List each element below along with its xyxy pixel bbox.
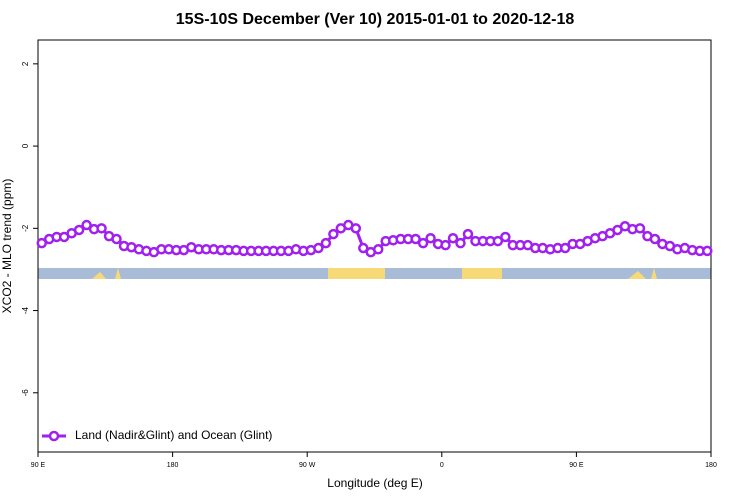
- y-tick-label: 2: [21, 61, 30, 66]
- y-axis-label: XCO2 - MLO trend (ppm): [0, 179, 14, 314]
- data-point: [36, 237, 47, 249]
- data-point: [447, 232, 459, 244]
- y-tick-label: -2: [21, 224, 30, 232]
- legend-marker: [48, 430, 60, 442]
- y-tick-label: -6: [21, 389, 30, 397]
- data-point: [425, 232, 436, 244]
- data-point: [372, 244, 384, 255]
- data-point: [649, 233, 661, 245]
- data-point: [358, 242, 369, 254]
- data-point: [313, 242, 324, 254]
- data-point: [410, 233, 421, 245]
- land-bump: [651, 268, 657, 279]
- data-point: [455, 237, 466, 249]
- data-point: [73, 224, 85, 236]
- x-tick-label: 90 E: [31, 462, 46, 469]
- data-point: [81, 219, 92, 231]
- data-point: [320, 237, 332, 249]
- x-tick-label: 90 W: [299, 462, 316, 469]
- data-point: [559, 242, 571, 254]
- y-tick-label: -4: [21, 306, 30, 314]
- x-tick-label: 0: [440, 462, 444, 469]
- data-point: [500, 231, 511, 243]
- data-point: [350, 223, 362, 234]
- land-band: [328, 268, 385, 279]
- data-point: [702, 245, 713, 257]
- x-tick-label: 180: [705, 462, 717, 469]
- data-point: [96, 223, 107, 234]
- land-bump: [628, 271, 646, 279]
- data-point: [492, 235, 504, 247]
- land-bump: [115, 268, 121, 279]
- data-point: [417, 237, 429, 249]
- land-ocean-band: [38, 268, 711, 279]
- x-tick-label: 180: [167, 462, 179, 469]
- data-point: [328, 228, 339, 240]
- chart-title: 15S-10S December (Ver 10) 2015-01-01 to …: [176, 11, 575, 28]
- data-point: [440, 239, 451, 251]
- y-tick-label: 0: [21, 143, 30, 148]
- x-axis-label: Longitude (deg E): [327, 476, 422, 490]
- data-point: [111, 233, 122, 245]
- legend-label: Land (Nadir&Glint) and Ocean (Glint): [75, 428, 272, 442]
- land-band: [462, 268, 502, 279]
- land-bump: [92, 272, 106, 279]
- x-tick-label: 90 E: [569, 462, 584, 469]
- data-point: [634, 223, 646, 234]
- data-point: [462, 228, 474, 240]
